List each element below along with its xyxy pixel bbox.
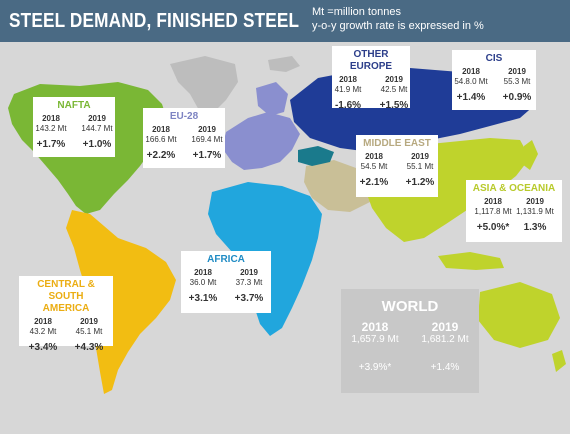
asia-oceania-year-2019: 2019 xyxy=(526,197,544,206)
nafta-callout: NAFTA 2018 143.2 Mt +1.7% 2019 144.7 Mt … xyxy=(33,97,115,157)
eu28-value-2018: 166.6 Mt xyxy=(145,135,177,144)
units-note: Mt =million tonnes y-o-y growth rate is … xyxy=(312,5,484,33)
world-value-2019: 1,681.2 Mt xyxy=(421,334,469,345)
world-value-2018: 1,657.9 Mt xyxy=(351,334,399,345)
africa-growth-2018: +3.1% xyxy=(188,293,218,304)
middle-east-growth-2018: +2.1% xyxy=(359,177,389,188)
csa-label-line-2: AMERICA xyxy=(42,303,90,314)
arctic-islands-shape xyxy=(268,56,300,72)
middle-east-growth-2019: +1.2% xyxy=(405,177,435,188)
asia-oceania-callout: ASIA & OCEANIA 2018 1,117.8 Mt +5.0%* 20… xyxy=(466,180,562,242)
units-note-line-1: Mt =million tonnes xyxy=(312,6,401,18)
world-year-2019: 2019 xyxy=(431,320,459,334)
cis-growth-2019: +0.9% xyxy=(502,92,532,103)
csa-label-line-1: CENTRAL & SOUTH xyxy=(37,279,95,302)
cis-growth-2018: +1.4% xyxy=(456,92,486,103)
cis-year-2018: 2018 xyxy=(462,67,480,76)
indonesia-shape xyxy=(438,252,504,270)
csa-value-2018: 43.2 Mt xyxy=(29,327,57,336)
other-europe-label: OTHER EUROPE xyxy=(349,49,393,72)
other-europe-year-2018: 2018 xyxy=(339,75,357,84)
asia-oceania-value-2019: 1,131.9 Mt xyxy=(516,207,554,216)
central-south-america-shape xyxy=(66,210,176,394)
africa-value-2018: 36.0 Mt xyxy=(189,278,217,287)
australia-shape xyxy=(478,282,560,348)
other-europe-shape xyxy=(298,146,334,166)
world-callout: WORLD 2018 1,657.9 Mt +3.9%* 2019 1,681.… xyxy=(341,289,479,393)
japan-shape xyxy=(522,140,538,170)
eu28-label: EU-28 xyxy=(169,111,199,122)
greenland-shape xyxy=(170,56,238,114)
csa-growth-2018: +3.4% xyxy=(28,342,58,353)
units-note-line-2: y-o-y growth rate is expressed in % xyxy=(312,20,484,32)
scandinavia-shape xyxy=(256,82,288,116)
nafta-year-2018: 2018 xyxy=(42,114,60,123)
eu28-value-2019: 169.4 Mt xyxy=(191,135,223,144)
csa-year-2019: 2019 xyxy=(80,317,98,326)
africa-value-2019: 37.3 Mt xyxy=(235,278,263,287)
asia-oceania-year-2018: 2018 xyxy=(484,197,502,206)
nafta-value-2019: 144.7 Mt xyxy=(81,124,113,133)
other-europe-value-2018: 41.9 Mt xyxy=(334,85,362,94)
header-bar: STEEL DEMAND, FINISHED STEEL Mt =million… xyxy=(0,0,570,42)
middle-east-label: MIDDLE EAST xyxy=(363,138,431,149)
middle-east-callout: MIDDLE EAST 2018 54.5 Mt +2.1% 2019 55.1… xyxy=(356,135,438,197)
africa-year-2019: 2019 xyxy=(240,268,258,277)
nafta-growth-2019: +1.0% xyxy=(82,139,112,150)
asia-oceania-value-2018: 1,117.8 Mt xyxy=(474,207,512,216)
middle-east-value-2018: 54.5 Mt xyxy=(360,162,388,171)
cis-year-2019: 2019 xyxy=(508,67,526,76)
eu28-growth-2019: +1.7% xyxy=(192,150,222,161)
cis-value-2018: 54.8.0 Mt xyxy=(454,77,488,86)
cis-callout: CIS 2018 54.8.0 Mt +1.4% 2019 55.3 Mt +0… xyxy=(452,50,536,110)
world-growth-2019: +1.4% xyxy=(430,362,460,373)
world-label: WORLD xyxy=(381,298,439,315)
asia-oceania-label: ASIA & OCEANIA xyxy=(472,183,556,194)
eu28-growth-2018: +2.2% xyxy=(146,150,176,161)
middle-east-year-2019: 2019 xyxy=(411,152,429,161)
new-zealand-shape xyxy=(552,350,566,372)
other-europe-callout: OTHER EUROPE 2018 41.9 Mt -1.6% 2019 42.… xyxy=(332,46,410,111)
csa-year-2018: 2018 xyxy=(34,317,52,326)
other-europe-growth-2019: +1.5% xyxy=(379,100,409,111)
cis-value-2019: 55.3 Mt xyxy=(503,77,531,86)
asia-oceania-growth-2018: +5.0%* xyxy=(476,222,510,233)
middle-east-year-2018: 2018 xyxy=(365,152,383,161)
nafta-growth-2018: +1.7% xyxy=(36,139,66,150)
nafta-value-2018: 143.2 Mt xyxy=(35,124,67,133)
africa-growth-2019: +3.7% xyxy=(234,293,264,304)
middle-east-value-2019: 55.1 Mt xyxy=(406,162,434,171)
csa-value-2019: 45.1 Mt xyxy=(75,327,103,336)
africa-year-2018: 2018 xyxy=(194,268,212,277)
asia-oceania-growth-2019: 1.3% xyxy=(523,222,547,233)
nafta-year-2019: 2019 xyxy=(88,114,106,123)
world-growth-2018: +3.9%* xyxy=(358,362,392,373)
other-europe-value-2019: 42.5 Mt xyxy=(380,85,408,94)
other-europe-year-2019: 2019 xyxy=(385,75,403,84)
cis-label: CIS xyxy=(485,53,503,64)
eu28-callout: EU-28 2018 166.6 Mt +2.2% 2019 169.4 Mt … xyxy=(143,108,225,168)
csa-callout: CENTRAL & SOUTH AMERICA 2018 43.2 Mt +3.… xyxy=(19,276,113,353)
eu28-shape xyxy=(222,112,300,170)
other-europe-growth-2018: -1.6% xyxy=(334,100,362,111)
world-year-2018: 2018 xyxy=(361,320,389,334)
africa-label: AFRICA xyxy=(207,254,245,265)
africa-callout: AFRICA 2018 36.0 Mt +3.1% 2019 37.3 Mt +… xyxy=(181,251,271,313)
csa-growth-2019: +4.3% xyxy=(74,342,104,353)
nafta-label: NAFTA xyxy=(57,100,91,111)
eu28-year-2018: 2018 xyxy=(152,125,170,134)
page-title: STEEL DEMAND, FINISHED STEEL xyxy=(9,10,300,32)
middle-east-shape xyxy=(304,160,372,212)
eu28-year-2019: 2019 xyxy=(198,125,216,134)
